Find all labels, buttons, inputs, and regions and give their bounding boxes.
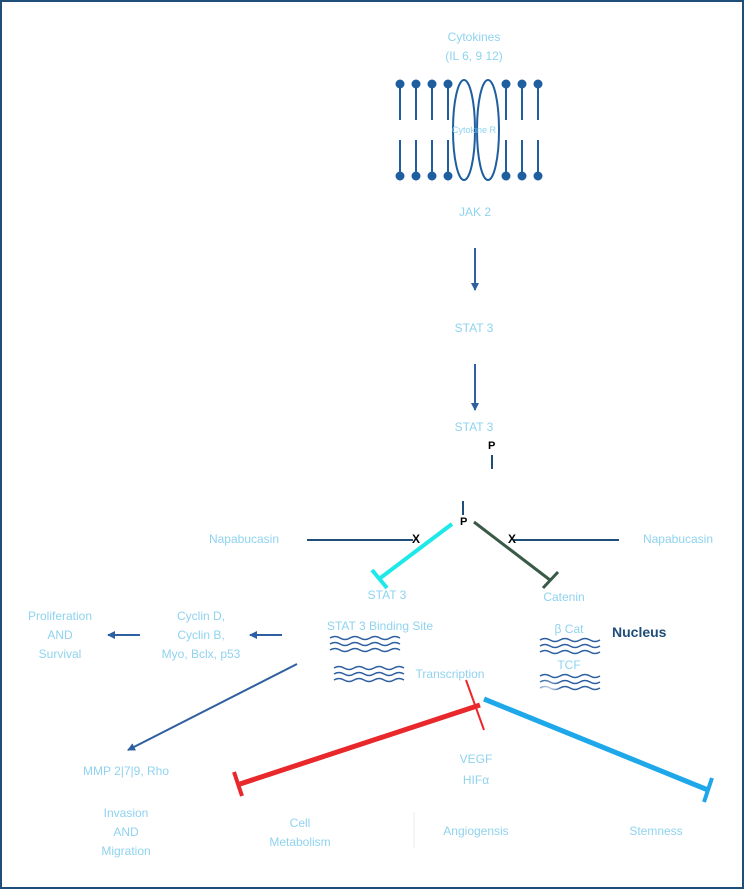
phospho-p-upper: P [488, 440, 496, 452]
inhibit-mark-left: X [412, 532, 421, 546]
jak2-label: JAK 2 [458, 205, 492, 219]
inhibit-catenin [473, 520, 560, 590]
proliferation-label: Proliferation AND Survival [27, 609, 93, 661]
cyclins-label: Cyclin D, Cyclin B, Myo, Bclx, p53 [161, 609, 241, 661]
inhibit-stemness [483, 696, 714, 803]
nucleus-label: Nucleus [612, 624, 667, 640]
inhibit-stat3-dimer [370, 522, 454, 590]
catenin-label: Catenin [543, 590, 585, 604]
invasion-label: Invasion AND Migration [101, 806, 151, 858]
inhibit-mark-right: X [508, 532, 517, 546]
cytokine-receptor-label: Cytokine R [451, 125, 497, 135]
cell-metabolism-label: Cell Metabolism [269, 816, 331, 849]
stat3-binding-site-label: STAT 3 Binding Site [326, 619, 434, 633]
cell-membrane [395, 79, 543, 181]
phospho-stat3-label: STAT 3 [454, 420, 494, 434]
lipid-bilayer-right [501, 79, 543, 181]
tcf-label: TCF [557, 658, 581, 672]
beta-catenin-dna [539, 637, 601, 655]
napabucasin-right-label: Napabucasin [642, 532, 714, 546]
beta-cat-label: β Cat [554, 622, 584, 636]
lipid-bilayer-left [395, 79, 453, 181]
red-bar-cap [465, 679, 485, 731]
stat3-label: STAT 3 [454, 321, 494, 335]
phospho-p-lower: P [460, 516, 468, 528]
angiogenesis-label: Angiogensis [443, 824, 509, 838]
arrow-to-mmp [127, 663, 298, 751]
transcription-dna [333, 665, 405, 683]
inhibit-cell-metabolism [232, 702, 481, 797]
mmp-label: MMP 2|7|9, Rho [82, 764, 170, 778]
highlight-glow [533, 678, 561, 706]
cytokines-label: Cytokines (IL 6, 9 12) [445, 30, 503, 63]
stat3-binding-dna [329, 635, 401, 653]
stemness-label: Stemness [629, 824, 683, 838]
hif-label: HIFα [462, 773, 490, 787]
stat3-dimer-label: STAT 3 [367, 588, 407, 602]
transcription-label: Transcription [415, 667, 485, 681]
vegf-label: VEGF [459, 752, 493, 766]
napabucasin-left-label: Napabucasin [208, 532, 280, 546]
cytokine-receptor [452, 79, 500, 181]
